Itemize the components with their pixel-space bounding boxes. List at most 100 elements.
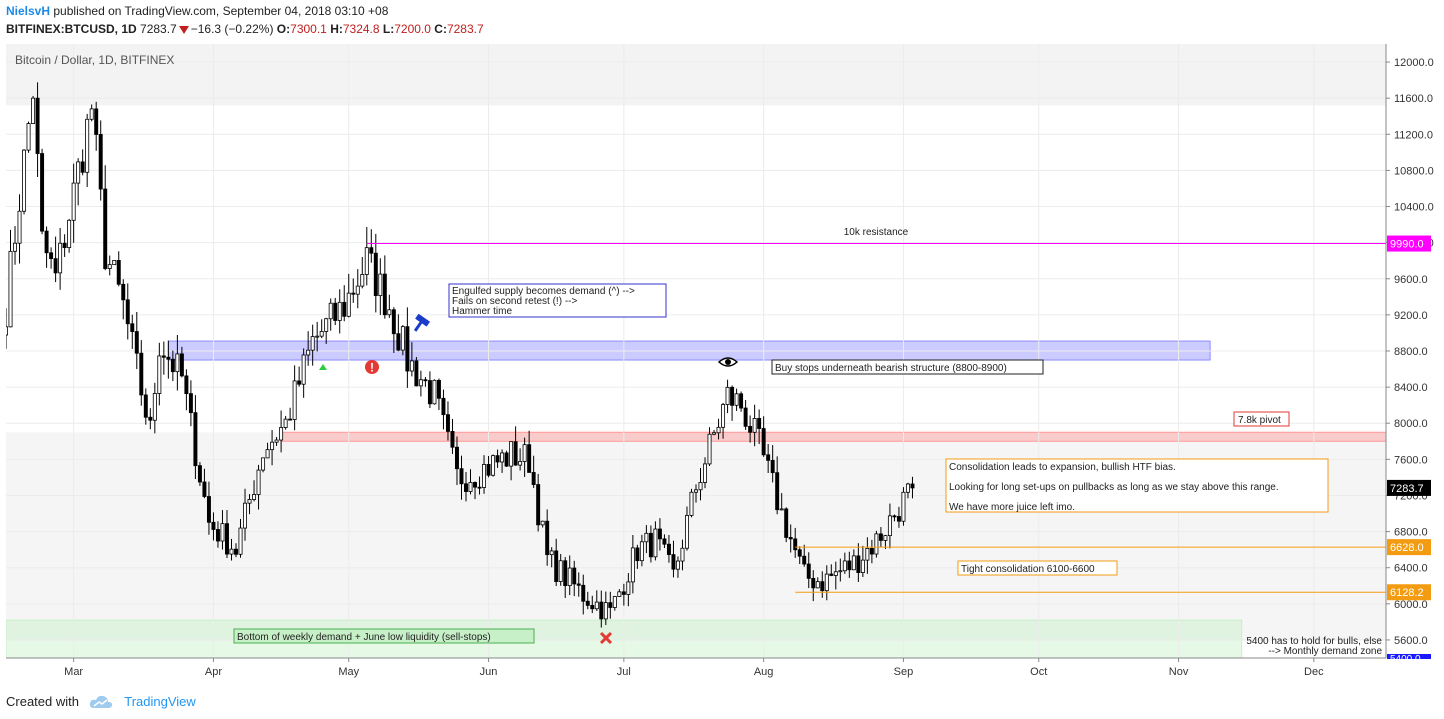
- candle-down: [847, 560, 852, 571]
- candle-up: [387, 309, 392, 316]
- candle-down: [730, 386, 735, 406]
- candle-down: [450, 431, 455, 448]
- candle-down: [585, 600, 590, 606]
- candle-up: [698, 482, 703, 491]
- candle-down: [103, 188, 108, 269]
- time-tick-label: Aug: [754, 666, 774, 678]
- candle-up: [175, 353, 180, 373]
- candle-down: [581, 584, 586, 602]
- candle-down: [761, 428, 766, 456]
- candle-down: [477, 486, 482, 489]
- overlays-layer: [366, 243, 1386, 593]
- candle-down: [766, 454, 771, 461]
- candle-down: [671, 554, 676, 570]
- candle-up: [703, 463, 707, 483]
- candle-up: [865, 548, 870, 561]
- time-tick-label: Apr: [205, 666, 222, 678]
- candle-down: [40, 153, 45, 232]
- candle-down: [391, 309, 396, 335]
- candle-up: [842, 560, 847, 572]
- price-tag-6628.0-bg: [1387, 539, 1431, 556]
- candle-up: [905, 483, 910, 493]
- time-tick-label: Jul: [617, 666, 631, 678]
- last-price-tag-bg: [1387, 479, 1431, 496]
- candle-up: [685, 515, 689, 549]
- candle-down: [369, 247, 374, 254]
- candle-up: [540, 520, 545, 526]
- engulfed-note-line2: Fails on second retest (!) -->: [452, 296, 577, 307]
- candle-up: [346, 292, 351, 317]
- axis-mask: [1387, 659, 1437, 684]
- candle-down: [473, 482, 477, 488]
- price-tick-label: 8000.0: [1394, 418, 1428, 430]
- candle-up: [378, 273, 383, 297]
- candle-up: [522, 444, 527, 462]
- price-tag-6628.0: 6628.0: [1390, 542, 1424, 554]
- candle-down: [455, 446, 459, 470]
- candle-up: [22, 149, 27, 212]
- candlestick-chart[interactable]: 5600.06000.06400.06800.07200.07600.08000…: [4, 44, 1438, 684]
- candle-up: [482, 464, 487, 488]
- candle-up: [229, 548, 234, 555]
- candle-down: [563, 560, 568, 587]
- time-tick-label: May: [338, 666, 359, 678]
- candle-up: [265, 449, 270, 459]
- candle-down: [666, 543, 671, 555]
- candle-down: [662, 538, 667, 545]
- author-link[interactable]: NielsvH: [6, 4, 51, 18]
- candle-down: [775, 472, 780, 511]
- red-pivot-zone: [280, 431, 1387, 442]
- candle-up: [301, 354, 306, 385]
- candle-down: [820, 581, 825, 592]
- candle-down: [797, 549, 802, 557]
- candle-down: [80, 161, 85, 173]
- candles-layer: [4, 82, 915, 628]
- candle-down: [802, 555, 807, 565]
- candle-up: [716, 426, 721, 434]
- price-tick-label: 9600.0: [1394, 274, 1428, 286]
- tradingview-brand-link[interactable]: TradingView: [124, 694, 196, 709]
- high-value: 7324.8: [342, 22, 380, 36]
- price-tag-6128.2-bg: [1387, 584, 1431, 601]
- consolidation-line3: We have more juice left imo.: [949, 502, 1075, 513]
- candle-down: [130, 323, 135, 332]
- chart-container[interactable]: 5600.0 6000.0 6400.0 6800.0 7200.0 7600.0 8000…: [4, 44, 1438, 684]
- price-tick-label: 10400.0: [1394, 202, 1434, 214]
- price-tick-label: 11200.0: [1394, 129, 1433, 141]
- candle-down: [333, 302, 338, 321]
- candle-down: [121, 283, 126, 301]
- price-tag-9990.0-bg: [1387, 235, 1431, 252]
- candle-down: [225, 523, 229, 555]
- candle-up: [653, 528, 658, 558]
- candle-down: [161, 355, 166, 358]
- candle-down: [878, 533, 883, 541]
- candle-up: [220, 523, 225, 542]
- price-tick-label: 6800.0: [1394, 527, 1428, 539]
- candle-up: [355, 285, 360, 295]
- candle-up: [274, 439, 279, 443]
- candle-down: [527, 444, 532, 473]
- candle-down: [215, 529, 220, 542]
- candle-up: [400, 326, 405, 351]
- close-label: C:: [434, 22, 447, 36]
- hold-note-line2: --> Monthly demand zone: [1268, 646, 1382, 657]
- triangle-up-icon: [319, 364, 327, 370]
- candle-down: [35, 97, 40, 154]
- candle-up: [364, 247, 369, 275]
- candle-down: [621, 591, 626, 595]
- engulfed-note-line3: Hammer time: [452, 306, 512, 317]
- candle-up: [712, 432, 717, 435]
- candle-up: [76, 161, 81, 184]
- time-tick-label: Sep: [894, 666, 914, 678]
- down-arrow-icon: [178, 26, 189, 34]
- candle-down: [788, 537, 793, 540]
- candle-down: [197, 465, 202, 483]
- candle-down: [382, 273, 387, 316]
- candle-down: [576, 583, 581, 586]
- candle-down: [342, 301, 347, 317]
- price-tick-label: 12000.0: [1394, 57, 1434, 69]
- candle-down: [49, 252, 54, 260]
- candle-down: [554, 550, 559, 582]
- candle-down: [396, 333, 401, 351]
